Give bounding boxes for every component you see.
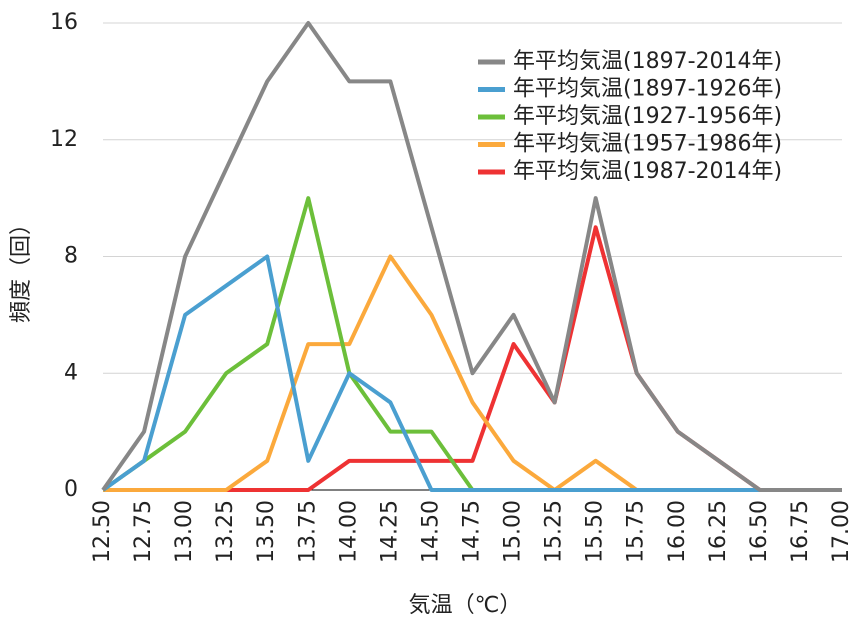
x-tick-label: 13.75 — [295, 500, 320, 563]
x-tick-label: 14.50 — [418, 500, 443, 563]
y-axis-label: 頻度（回） — [9, 213, 34, 323]
x-tick-label: 16.00 — [665, 500, 690, 563]
x-tick-label: 14.25 — [377, 500, 402, 563]
y-tick-label: 8 — [64, 244, 78, 269]
legend-label: 年平均気温(1927-1956年) — [513, 104, 782, 129]
legend-label: 年平均気温(1897-2014年) — [513, 49, 782, 74]
x-tick-label: 15.75 — [624, 500, 649, 563]
y-tick-label: 0 — [64, 477, 78, 502]
x-tick-label: 14.75 — [460, 500, 485, 563]
x-tick-label: 15.50 — [583, 500, 608, 563]
x-tick-label: 12.50 — [90, 500, 115, 563]
x-tick-label: 17.00 — [829, 500, 851, 563]
series-line — [101, 21, 842, 492]
x-tick-label: 16.75 — [788, 500, 813, 563]
x-tick-label: 16.25 — [706, 500, 731, 563]
x-tick-label: 14.00 — [336, 500, 361, 563]
x-tick-label: 15.25 — [542, 500, 567, 563]
x-tick-label: 15.00 — [501, 500, 526, 563]
x-tick-label: 13.50 — [254, 500, 279, 563]
series-line — [103, 225, 842, 492]
series-line — [101, 196, 842, 492]
y-tick-label: 4 — [64, 360, 78, 385]
legend-label: 年平均気温(1957-1986年) — [513, 132, 782, 157]
legend-label: 年平均気温(1897-1926年) — [513, 77, 782, 102]
x-tick-label: 13.00 — [172, 500, 197, 563]
series-line — [101, 254, 842, 492]
x-axis-label: 気温（℃） — [409, 593, 522, 618]
y-tick-label: 16 — [50, 10, 78, 35]
x-tick-label: 13.25 — [213, 500, 238, 563]
x-tick-label: 12.75 — [131, 500, 156, 563]
x-tick-label: 16.50 — [747, 500, 772, 563]
legend-label: 年平均気温(1987-2014年) — [513, 159, 782, 184]
y-tick-label: 12 — [50, 127, 78, 152]
